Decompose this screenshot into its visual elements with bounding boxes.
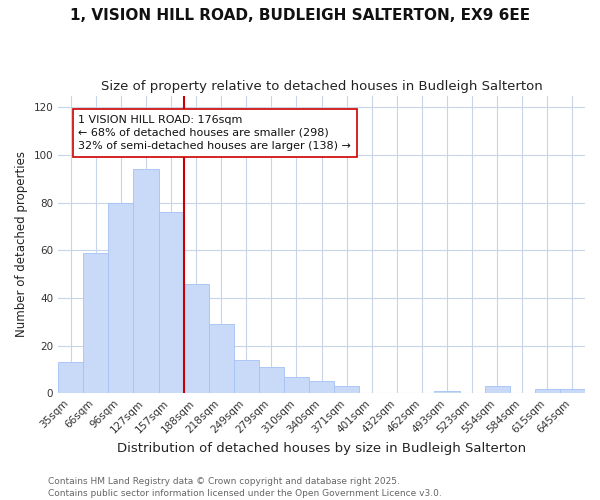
- Bar: [209, 324, 234, 394]
- Bar: [309, 382, 334, 394]
- Bar: [434, 391, 460, 394]
- Bar: [259, 367, 284, 394]
- Bar: [109, 203, 133, 394]
- Bar: [560, 388, 585, 394]
- Bar: [535, 388, 560, 394]
- Bar: [334, 386, 359, 394]
- Y-axis label: Number of detached properties: Number of detached properties: [15, 152, 28, 338]
- Bar: [234, 360, 259, 394]
- Text: 1, VISION HILL ROAD, BUDLEIGH SALTERTON, EX9 6EE: 1, VISION HILL ROAD, BUDLEIGH SALTERTON,…: [70, 8, 530, 22]
- Bar: [158, 212, 184, 394]
- Text: Contains HM Land Registry data © Crown copyright and database right 2025.
Contai: Contains HM Land Registry data © Crown c…: [48, 476, 442, 498]
- Bar: [284, 376, 309, 394]
- X-axis label: Distribution of detached houses by size in Budleigh Salterton: Distribution of detached houses by size …: [117, 442, 526, 455]
- Bar: [133, 170, 158, 394]
- Title: Size of property relative to detached houses in Budleigh Salterton: Size of property relative to detached ho…: [101, 80, 542, 93]
- Text: 1 VISION HILL ROAD: 176sqm
← 68% of detached houses are smaller (298)
32% of sem: 1 VISION HILL ROAD: 176sqm ← 68% of deta…: [78, 114, 351, 151]
- Bar: [83, 253, 109, 394]
- Bar: [485, 386, 510, 394]
- Bar: [184, 284, 209, 394]
- Bar: [58, 362, 83, 394]
